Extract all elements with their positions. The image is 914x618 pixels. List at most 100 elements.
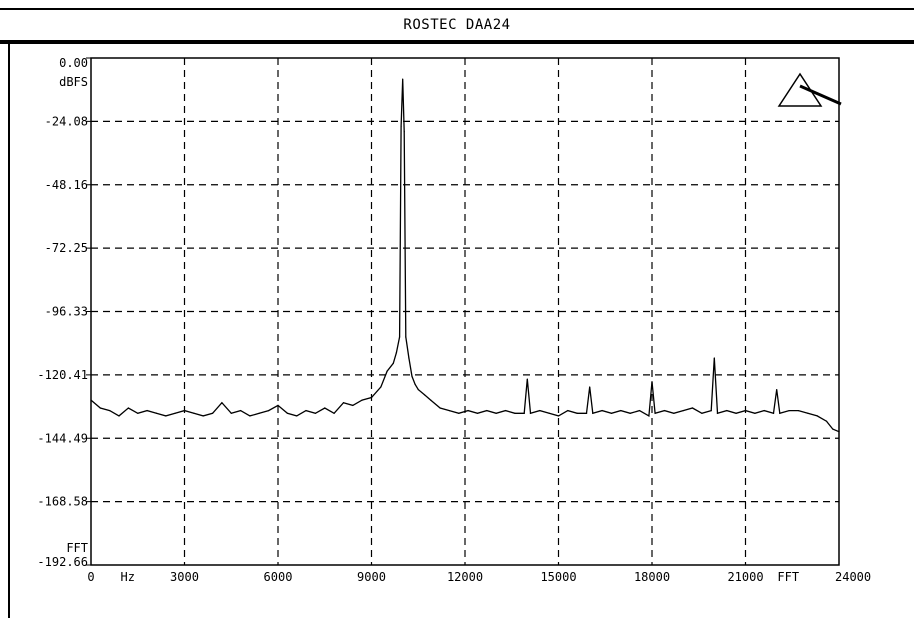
x-tick-label: 12000: [447, 570, 483, 584]
spectrum-point: [744, 410, 747, 412]
spectrum-point: [832, 428, 834, 430]
spectrum-point: [673, 412, 675, 414]
spectrum-point: [137, 412, 139, 414]
spectrum-point: [202, 415, 204, 417]
spectrum-point: [710, 410, 712, 412]
spectrum-point: [816, 415, 818, 417]
spectrum-point: [165, 415, 167, 417]
spectrum-point: [380, 386, 382, 388]
spectrum-point: [230, 412, 232, 414]
y-tick-label: 0.00: [59, 56, 88, 70]
y-tick-label: -72.25: [45, 241, 88, 255]
y-tick-label: -144.49: [37, 431, 88, 445]
spectrum-point: [398, 336, 401, 338]
spectrum-point: [411, 375, 413, 378]
spectrum-point: [716, 412, 719, 414]
spectrum-point: [361, 399, 363, 401]
spectrum-point: [691, 407, 694, 409]
x-tick-label: 3000: [170, 570, 199, 584]
spectrum-point: [772, 412, 775, 414]
spectrum-point: [504, 410, 507, 412]
x-tick-label: 24000: [835, 570, 871, 584]
spectrum-point: [448, 410, 451, 412]
spectrum-point: [333, 412, 335, 414]
title-bar: ROSTEC DAA24: [0, 8, 914, 44]
spectrum-point: [439, 407, 441, 409]
spectrum-point: [155, 412, 158, 414]
spectrum-point: [458, 412, 460, 414]
spectrum-point: [838, 431, 840, 433]
spectrum-point: [779, 412, 781, 414]
spectrum-point: [713, 357, 715, 359]
marker-pointer-line: [799, 84, 842, 106]
spectrum-point: [240, 410, 242, 412]
spectrum-point: [592, 412, 594, 414]
spectrum-point: [423, 394, 426, 396]
spectrum-point: [370, 396, 373, 399]
spectrum-point: [417, 388, 419, 391]
x-axis-unit-label: Hz: [121, 570, 135, 584]
y-tick-label: -24.08: [45, 114, 88, 128]
spectrum-point: [610, 412, 613, 414]
spectrum-point: [557, 415, 560, 417]
spectrum-point: [529, 412, 532, 414]
spectrum-point: [585, 412, 588, 414]
spectrum-point: [405, 336, 407, 338]
spectrum-point: [174, 412, 176, 414]
x-tick-label: 6000: [264, 570, 293, 584]
spectrum-point: [701, 412, 703, 414]
spectrum-point: [486, 410, 488, 412]
spectrum-point: [797, 410, 800, 412]
spectrum-point: [682, 410, 684, 412]
x-tick-label: 9000: [357, 570, 386, 584]
spectrum-point: [408, 357, 410, 359]
spectrum-point: [651, 381, 653, 383]
spectrum-point: [118, 415, 120, 417]
spectrum-point: [526, 378, 528, 380]
triangle-marker-icon: [777, 72, 823, 107]
spectrum-point: [211, 412, 214, 414]
spectrum-point: [476, 412, 479, 414]
spectrum-point: [305, 410, 307, 412]
y-tick-label: -120.41: [37, 368, 88, 382]
y-axis-label: dBFS: [59, 75, 88, 89]
spectrum-point: [629, 412, 631, 414]
spectrum-point: [395, 352, 398, 354]
spectrum-point: [735, 412, 737, 414]
spectrum-point: [430, 399, 432, 401]
spectrum-point: [249, 415, 251, 417]
x-tick-label: 0: [87, 570, 94, 584]
spectrum-point: [514, 412, 516, 414]
spectrum-point: [776, 388, 778, 391]
x-tick-label: 18000: [634, 570, 670, 584]
y-tick-label: -96.33: [45, 305, 88, 319]
spectrum-point: [654, 412, 656, 414]
spectrum-point: [620, 410, 622, 412]
x-tick-label: 21000: [727, 570, 763, 584]
spectrum-point: [567, 410, 569, 412]
x-tick-label: 15000: [540, 570, 576, 584]
spectrum-point: [414, 383, 416, 385]
spectrum-point: [539, 410, 541, 412]
spectrum-point: [342, 402, 345, 404]
spectrum-point: [589, 386, 591, 388]
spectrum-point: [109, 410, 111, 412]
spectrum-point: [402, 78, 404, 80]
y-tick-label: -168.58: [37, 495, 88, 509]
y-tick-label: -192.66: [37, 555, 88, 569]
spectrum-point: [392, 362, 394, 364]
spectrum-point: [663, 410, 666, 412]
spectrum-point: [221, 402, 223, 404]
spectrum-point: [467, 410, 469, 412]
spectrum-point: [193, 412, 195, 414]
spectrum-point: [400, 125, 402, 128]
spectrum-point: [324, 407, 326, 409]
spectrum-point: [146, 410, 148, 412]
spectrum-point: [386, 370, 388, 372]
spectrum-point: [314, 412, 316, 414]
spectrum-point: [763, 410, 765, 412]
window-title: ROSTEC DAA24: [403, 17, 511, 33]
spectrum-point: [127, 407, 129, 409]
left-border: [8, 44, 10, 618]
